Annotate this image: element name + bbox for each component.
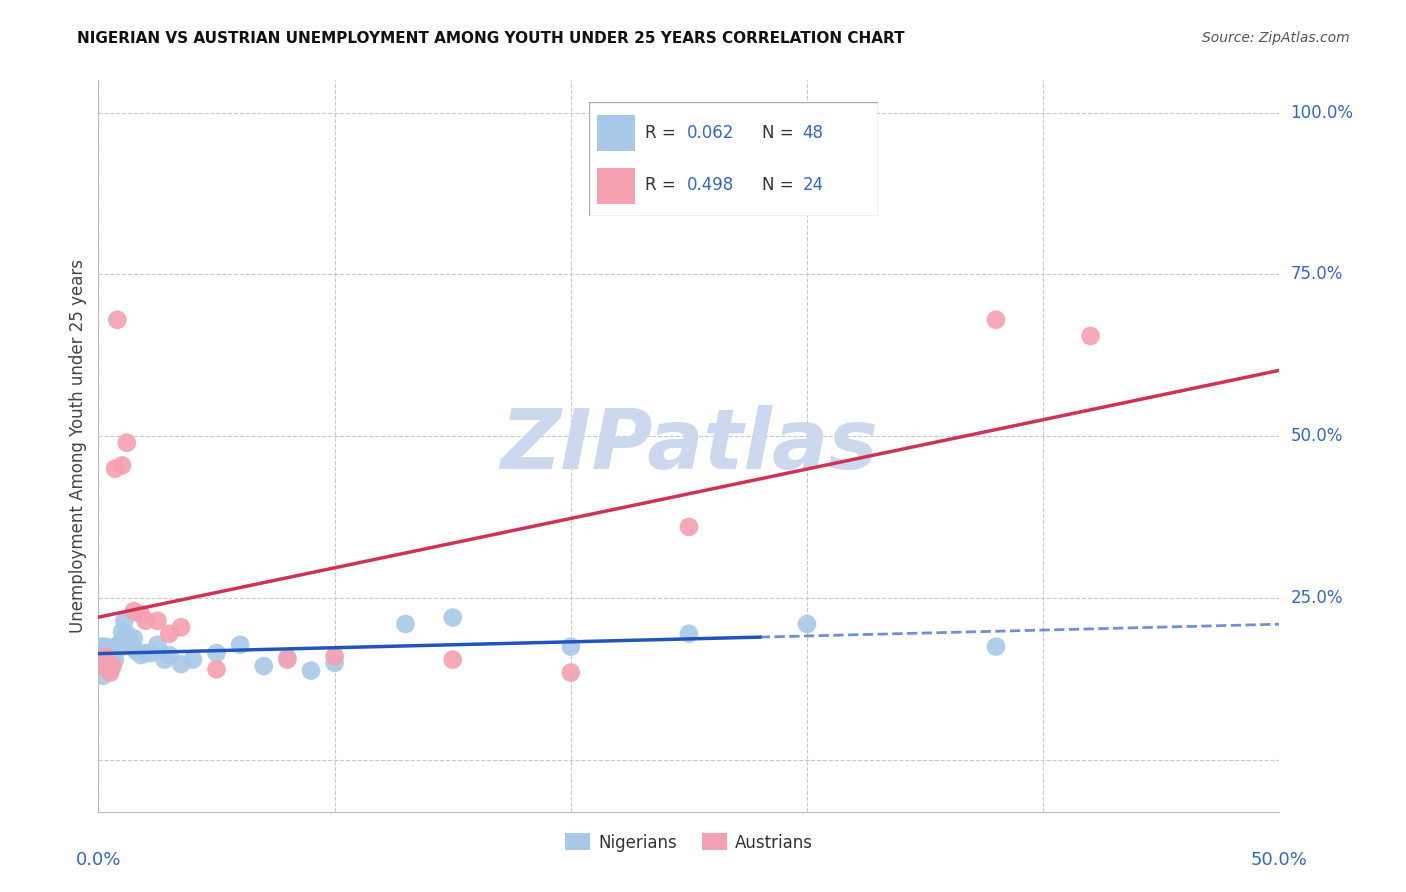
Text: Source: ZipAtlas.com: Source: ZipAtlas.com: [1202, 31, 1350, 45]
Point: [97, 661, 120, 675]
Point: [90, 652, 112, 666]
Text: 50.0%: 50.0%: [1291, 427, 1343, 445]
Point: [101, 659, 124, 673]
Point: [253, 659, 276, 673]
Point: [276, 650, 298, 665]
Point: [98, 665, 121, 680]
Point: [122, 632, 145, 646]
Point: [205, 662, 228, 676]
Point: [98, 664, 121, 678]
Y-axis label: Unemployment Among Youth under 25 years: Unemployment Among Youth under 25 years: [69, 259, 87, 633]
Point: [94, 649, 117, 664]
Text: 50.0%: 50.0%: [1251, 851, 1308, 869]
Point: [276, 652, 298, 666]
Point: [105, 640, 128, 654]
Point: [111, 624, 134, 639]
Point: [441, 652, 464, 666]
Point: [101, 644, 124, 658]
Point: [299, 664, 322, 678]
Point: [94, 640, 117, 654]
Point: [111, 640, 134, 654]
Point: [560, 665, 582, 680]
Point: [323, 649, 346, 664]
Point: [90, 640, 112, 654]
Point: [205, 646, 228, 660]
Point: [441, 610, 464, 624]
Point: [104, 652, 127, 666]
Point: [229, 638, 252, 652]
Point: [91, 646, 114, 660]
Point: [104, 461, 127, 475]
Point: [101, 650, 124, 665]
Point: [115, 435, 138, 450]
Point: [135, 646, 157, 660]
Point: [111, 458, 134, 473]
Point: [129, 648, 152, 662]
Point: [796, 617, 818, 632]
Text: 100.0%: 100.0%: [1291, 103, 1354, 121]
Point: [94, 649, 117, 664]
Point: [91, 659, 114, 673]
Point: [90, 652, 112, 666]
Point: [560, 640, 582, 654]
Point: [984, 640, 1007, 654]
Point: [170, 657, 193, 672]
Text: 25.0%: 25.0%: [1291, 589, 1343, 607]
Point: [146, 614, 169, 628]
Point: [98, 646, 121, 660]
Point: [129, 607, 152, 622]
Point: [678, 520, 700, 534]
Point: [97, 643, 120, 657]
Point: [122, 604, 145, 618]
Point: [153, 652, 176, 666]
Point: [170, 620, 193, 634]
Point: [135, 614, 157, 628]
Point: [157, 626, 180, 640]
Point: [984, 312, 1007, 326]
Point: [98, 656, 121, 670]
Point: [323, 656, 346, 670]
Point: [112, 614, 135, 628]
Point: [115, 626, 138, 640]
Point: [108, 636, 131, 650]
Point: [104, 640, 127, 654]
Point: [181, 652, 204, 666]
Point: [105, 312, 128, 326]
Text: 75.0%: 75.0%: [1291, 266, 1343, 284]
Legend: Nigerians, Austrians: Nigerians, Austrians: [558, 827, 820, 858]
Text: ZIPatlas: ZIPatlas: [501, 406, 877, 486]
Point: [91, 669, 114, 683]
Point: [94, 657, 117, 672]
Point: [146, 638, 169, 652]
Point: [91, 659, 114, 673]
Point: [97, 656, 120, 670]
Text: 0.0%: 0.0%: [76, 851, 121, 869]
Point: [97, 652, 120, 666]
Point: [118, 633, 141, 648]
Point: [125, 644, 148, 658]
Point: [394, 617, 416, 632]
Point: [678, 626, 700, 640]
Point: [157, 648, 180, 662]
Text: NIGERIAN VS AUSTRIAN UNEMPLOYMENT AMONG YOUTH UNDER 25 YEARS CORRELATION CHART: NIGERIAN VS AUSTRIAN UNEMPLOYMENT AMONG …: [77, 31, 905, 46]
Point: [121, 640, 143, 654]
Point: [139, 646, 162, 660]
Point: [1080, 329, 1102, 343]
